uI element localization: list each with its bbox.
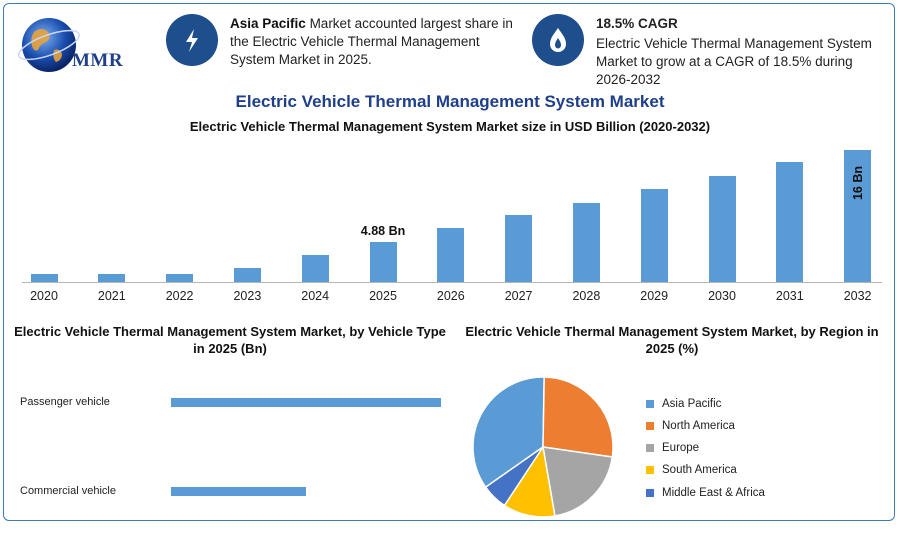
bar-2022	[166, 273, 194, 282]
bar-chart-title: Electric Vehicle Thermal Management Syst…	[189, 119, 711, 134]
legend-item: North America	[646, 419, 735, 433]
x-tick-label: 2021	[97, 289, 126, 303]
bar-2031	[776, 162, 804, 282]
legend-swatch	[646, 422, 654, 430]
legend-swatch	[646, 400, 654, 408]
legend-swatch	[646, 489, 654, 497]
info-card-body-1: Market accounted largest share in the El…	[230, 16, 513, 67]
x-tick-label: 2027	[504, 289, 533, 303]
region-pie-chart	[472, 376, 614, 518]
page-frame	[3, 3, 895, 521]
logo-text: MMR	[72, 50, 124, 71]
info-card-text-1: Asia Pacific Market accounted largest sh…	[230, 15, 525, 69]
legend-swatch	[646, 444, 654, 452]
x-tick-label: 2020	[30, 289, 58, 303]
main-title: Electric Vehicle Thermal Management Syst…	[235, 92, 665, 111]
legend-label: North America	[662, 420, 735, 432]
legend-label: Europe	[662, 442, 700, 454]
vehicle-bar-1	[171, 398, 441, 407]
lightning-bolt-icon	[186, 29, 198, 52]
x-tick-label: 2023	[233, 289, 262, 303]
x-tick-label: 2028	[572, 289, 601, 303]
pie-slice-middle-east-africa	[484, 446, 544, 507]
x-tick-label: 2022	[165, 289, 194, 303]
x-tick-label: 2026	[436, 289, 465, 303]
info-card-bold-2: 18.5% CAGR	[596, 16, 678, 31]
vehicle-bar-2	[171, 487, 307, 496]
bar-2023	[233, 267, 261, 282]
info-card-bold-1: Asia Pacific	[230, 16, 306, 31]
bar-2021	[98, 273, 126, 282]
bar-2028	[572, 202, 600, 282]
bar-2030	[708, 176, 736, 282]
legend-label: Asia Pacific	[662, 398, 722, 410]
legend-item: Asia Pacific	[646, 397, 721, 411]
x-tick-label: 2030	[708, 289, 736, 303]
info-card-text-2: 18.5% CAGR Electric Vehicle Thermal Mana…	[596, 15, 886, 89]
bar-2026	[437, 228, 465, 282]
bar-2020	[30, 273, 58, 282]
pie-slice-asia-pacific	[472, 376, 545, 489]
legend-swatch	[646, 466, 654, 474]
info-card-icon-1	[166, 14, 218, 66]
x-tick-label: 2032	[843, 289, 872, 303]
data-label-2025: 4.88 Bn	[360, 223, 406, 238]
mmr-logo: MMR	[16, 14, 138, 76]
bar-2027	[505, 215, 533, 282]
pie-slice-north-america	[542, 376, 614, 458]
legend-item: South America	[646, 463, 737, 477]
legend-label: South America	[662, 464, 737, 476]
bar-2024	[301, 254, 329, 282]
legend-label: Middle East & Africa	[662, 487, 765, 499]
info-card-body-2: Electric Vehicle Thermal Management Syst…	[596, 36, 872, 87]
vehicle-chart-title: Electric Vehicle Thermal Management Syst…	[14, 324, 446, 356]
x-tick-label: 2031	[775, 289, 804, 303]
info-card-icon-2	[532, 14, 584, 66]
vehicle-category-label: Passenger vehicle	[20, 396, 110, 408]
pie-slice-europe	[542, 446, 614, 517]
bar-2032	[844, 150, 872, 282]
legend-item: Middle East & Africa	[646, 486, 765, 500]
region-chart-title: Electric Vehicle Thermal Management Syst…	[465, 324, 879, 356]
x-tick-label: 2024	[301, 289, 330, 303]
vehicle-category-label: Commercial vehicle	[20, 485, 116, 497]
globe-icon	[17, 18, 81, 72]
x-tick-label: 2025	[369, 289, 397, 303]
bar-2025	[369, 241, 397, 282]
x-axis-line	[22, 282, 882, 283]
data-label-2032: 16 Bn	[850, 165, 865, 201]
legend-item: Europe	[646, 441, 699, 455]
x-tick-label: 2029	[640, 289, 669, 303]
flame-drop-icon	[550, 28, 566, 52]
bar-2029	[640, 188, 668, 282]
